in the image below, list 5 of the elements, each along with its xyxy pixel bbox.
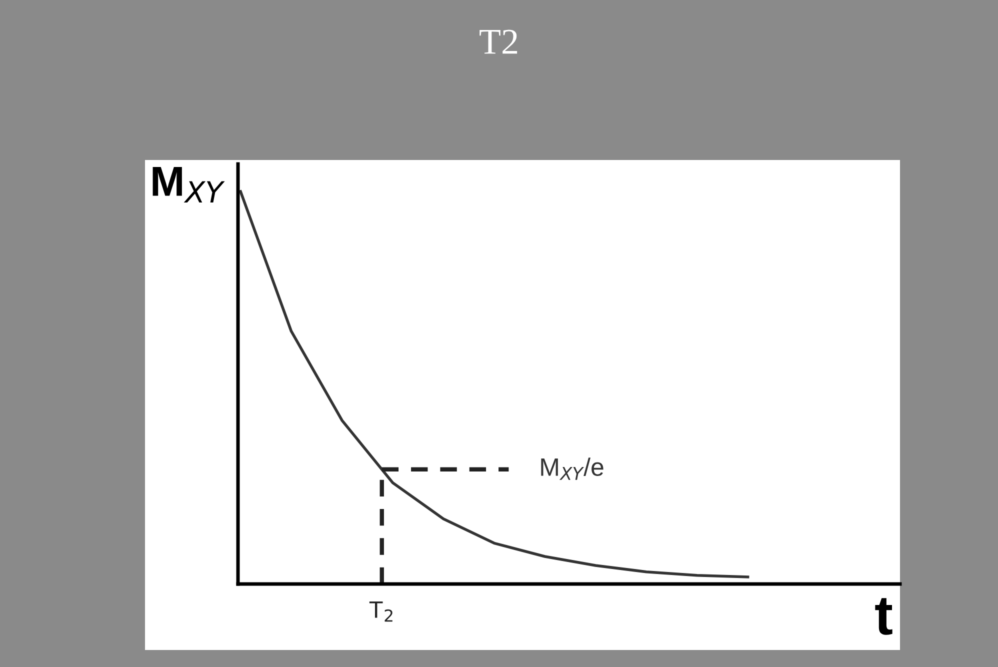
chart-title: T2: [480, 30, 518, 54]
y-axis-title: M$_{XY}$: [152, 167, 225, 203]
ref-line-label: M$_{XY}$/e: [541, 458, 604, 480]
text: T$_{2}$: [369, 601, 392, 622]
x-axis-title: t: [875, 598, 892, 635]
